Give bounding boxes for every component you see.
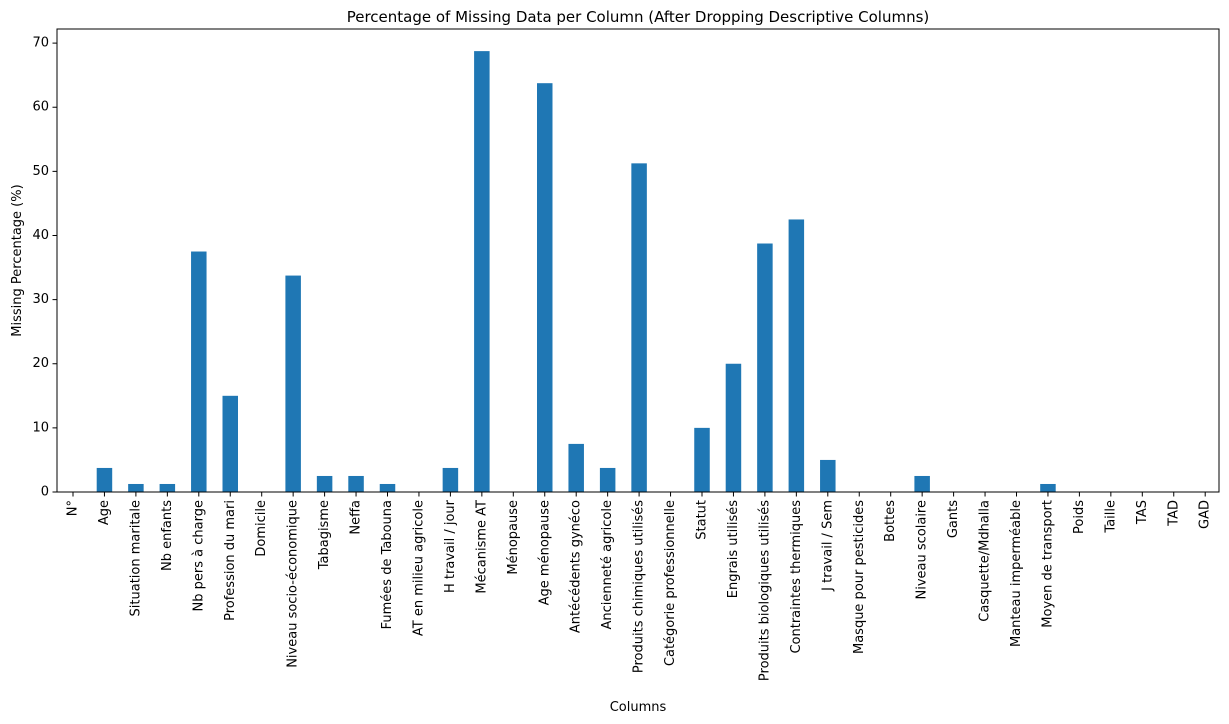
x-tick-label: Masque pour pesticides: [852, 500, 867, 654]
bar: [159, 483, 176, 492]
bar: [348, 475, 364, 492]
y-tick-label: 20: [32, 356, 49, 371]
x-tick-label: Statut: [695, 500, 710, 540]
bar: [820, 459, 836, 492]
x-tick-label: Ménopause: [506, 500, 521, 575]
x-tick-label: TAS: [1135, 500, 1150, 525]
bar: [694, 427, 710, 492]
x-tick-label: Catégorie professionnelle: [663, 500, 678, 666]
x-axis: N° Age Situation maritale Nb enfants Nb pers…: [66, 492, 1213, 681]
bar: [316, 475, 333, 492]
x-tick-label: Produits biologiques utilisés: [757, 500, 772, 681]
x-tick-label: N°: [66, 500, 81, 516]
y-tick-label: 40: [32, 228, 49, 243]
x-tick-label: Profession du mari: [223, 500, 238, 621]
x-tick-label: Gants: [946, 500, 961, 538]
bars-group: [96, 51, 1056, 493]
bar: [599, 467, 616, 492]
bar: [914, 475, 930, 492]
x-tick-label: Nb enfants: [160, 500, 175, 571]
bar: [379, 483, 396, 492]
x-tick-label: Poids: [1072, 500, 1087, 534]
x-tick-label: GAD: [1198, 500, 1213, 529]
bar: [285, 275, 301, 492]
x-tick-label: Nb pers à charge: [191, 500, 206, 611]
bar: [474, 51, 490, 493]
x-tick-label: Mécanisme AT: [474, 500, 489, 594]
x-tick-label: Fumées de Tabouna: [380, 500, 395, 629]
x-tick-label: Casquette/Mdhalla: [978, 500, 993, 622]
bar: [222, 395, 238, 492]
x-tick-label: Moyen de transport: [1040, 500, 1055, 628]
plot-frame: [56, 28, 1220, 493]
x-tick-label: Neffa: [349, 500, 364, 535]
bar: [128, 483, 144, 492]
y-tick-label: 50: [32, 164, 49, 179]
y-tick-label: 0: [41, 485, 49, 500]
y-tick-label: 60: [32, 100, 49, 115]
bar: [788, 219, 805, 492]
bar: [537, 83, 553, 492]
y-axis-label: Missing Percentage (%): [10, 184, 25, 336]
bar: [631, 163, 647, 492]
x-tick-label: AT en milieu agricole: [411, 500, 426, 636]
x-tick-label: Age: [97, 500, 112, 525]
x-tick-label: Tabagisme: [317, 500, 332, 570]
x-tick-label: Engrais utilisés: [726, 500, 741, 598]
x-tick-label: J travail / Sem: [820, 500, 835, 592]
x-tick-label: Manteau imperméable: [1009, 500, 1024, 647]
y-tick-label: 10: [32, 420, 49, 435]
x-tick-label: Situation maritale: [128, 500, 143, 616]
x-tick-label: Age ménopause: [537, 500, 552, 605]
x-tick-label: Domicile: [254, 500, 269, 557]
bar: [725, 363, 742, 492]
chart-title: Percentage of Missing Data per Column (A…: [347, 8, 930, 26]
x-tick-label: Ancienneté agricole: [600, 500, 615, 629]
y-tick-label: 30: [32, 292, 49, 307]
x-tick-label: Bottes: [883, 500, 898, 542]
x-tick-label: Niveau socio-économique: [286, 500, 301, 668]
x-tick-label: TAD: [1166, 500, 1181, 527]
y-axis: 0 10 20 30 40 50 60 70: [32, 36, 57, 500]
x-axis-label: Columns: [610, 700, 667, 715]
x-tick-label: Produits chimiques utilisés: [632, 500, 647, 673]
x-tick-label: Contraintes thermiques: [789, 500, 804, 654]
bar: [191, 251, 207, 492]
bar: [1040, 483, 1056, 492]
y-tick-label: 70: [32, 36, 49, 51]
bar: [96, 467, 113, 492]
x-tick-label: Taille: [1103, 500, 1118, 534]
bar: [442, 467, 459, 492]
bar: [757, 243, 773, 492]
x-tick-label: H travail / jour: [443, 499, 458, 593]
x-tick-label: Niveau scolaire: [915, 500, 930, 600]
x-tick-label: Antécédents gynéco: [569, 500, 584, 633]
bar: [568, 443, 584, 492]
